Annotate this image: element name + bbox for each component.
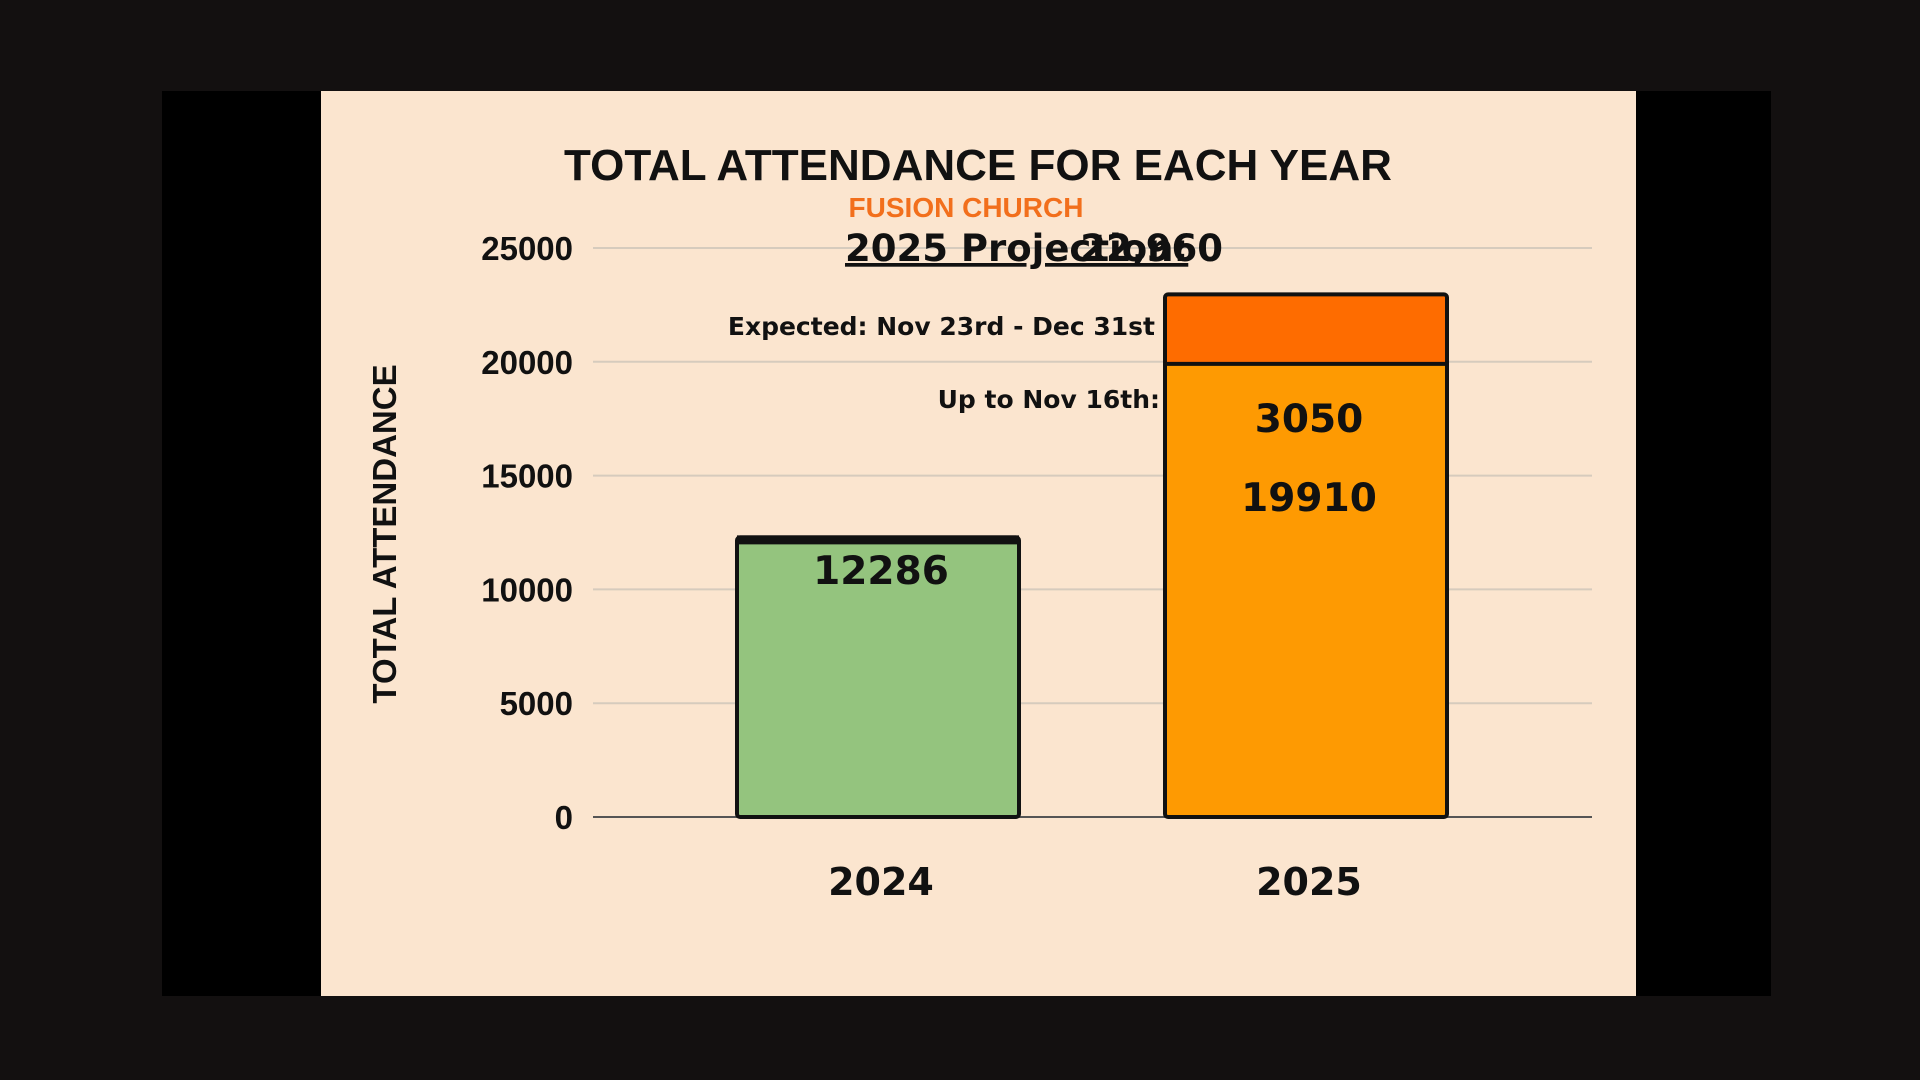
y-tick-label: 20000	[481, 344, 573, 381]
x-tick-label: 2024	[828, 860, 934, 904]
x-tick-label: 2025	[1256, 860, 1362, 904]
y-tick-label: 25000	[481, 230, 573, 267]
data-label: 3050	[1255, 397, 1364, 442]
projection-label: 2025 Projection:	[845, 227, 1188, 270]
x-axis-categories: 2024 2025	[828, 860, 1362, 904]
y-tick-label: 10000	[481, 571, 573, 608]
data-label: 12286	[813, 549, 949, 594]
up-to-date-annotation: Up to Nov 16th:	[938, 385, 1160, 414]
chart-title: TOTAL ATTENDANCE FOR EACH YEAR	[564, 141, 1392, 190]
bar-2025-expected	[1165, 294, 1447, 364]
projection-value: 22,960	[1080, 227, 1223, 270]
y-axis-ticks: 0 5000 10000 15000 20000 25000	[481, 230, 573, 836]
data-labels: 12286 19910 3050	[813, 397, 1377, 594]
bars	[735, 292, 1449, 819]
y-tick-label: 5000	[500, 685, 573, 722]
expected-period-annotation: Expected: Nov 23rd - Dec 31st	[728, 312, 1155, 341]
data-label: 19910	[1241, 476, 1377, 521]
bar-outline-2025	[1163, 292, 1449, 819]
bar-top-cap	[737, 535, 1019, 545]
y-axis-label: TOTAL ATTENDANCE	[366, 364, 403, 703]
bar-2025-base	[1165, 363, 1447, 817]
attendance-chart: TOTAL ATTENDANCE FOR EACH YEAR FUSION CH…	[321, 91, 1636, 996]
chart-subtitle: FUSION CHURCH	[849, 192, 1084, 223]
bar-2024-base	[737, 537, 1019, 817]
y-tick-label: 0	[555, 799, 573, 836]
y-tick-label: 15000	[481, 458, 573, 495]
